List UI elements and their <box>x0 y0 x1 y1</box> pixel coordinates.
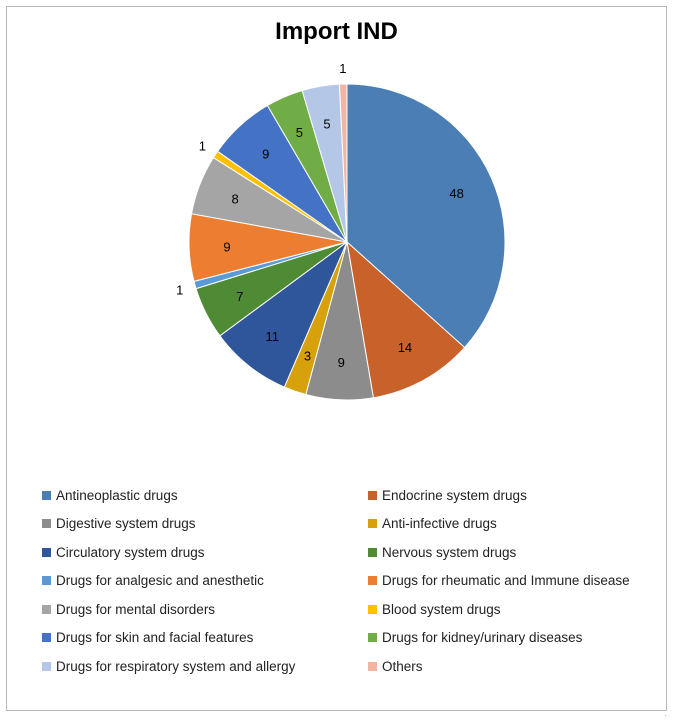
legend-item: Blood system drugs <box>368 599 501 619</box>
legend-item: Drugs for respiratory system and allergy <box>42 656 295 676</box>
legend-item: Endocrine system drugs <box>368 485 527 505</box>
pie-slice-14 <box>338 83 348 243</box>
legend-swatch <box>42 633 51 642</box>
legend-swatch <box>368 604 377 614</box>
slice-value-label: 1 <box>176 282 183 297</box>
legend-swatch <box>368 633 377 642</box>
legend-item: Drugs for analgesic and anesthetic <box>42 571 264 591</box>
slice-value-label: 9 <box>223 239 230 254</box>
slice-value-label: 9 <box>338 355 345 370</box>
slice-value-label: 1 <box>199 139 206 154</box>
slice-value-label: 9 <box>262 147 269 162</box>
pie-slice-2 <box>346 240 466 399</box>
legend-swatch <box>42 519 51 528</box>
legend-label: Drugs for mental disorders <box>56 601 216 617</box>
legend-swatch <box>368 519 377 528</box>
legend-label: Drugs for respiratory system and allergy <box>56 658 296 674</box>
legend-swatch <box>42 576 51 585</box>
legend-swatch <box>42 661 51 671</box>
legend-label: Antineoplastic drugs <box>56 487 178 503</box>
legend-label: Digestive system drugs <box>56 516 196 531</box>
slice-value-label: 5 <box>323 117 330 132</box>
legend-label: Others <box>382 658 423 674</box>
legend-swatch <box>368 576 377 585</box>
legend-swatch <box>368 547 377 557</box>
legend-item: Digestive system drugs <box>42 514 196 534</box>
legend-item: Drugs for mental disorders <box>42 599 215 619</box>
slice-value-label: 8 <box>232 191 239 206</box>
slice-value-label: 14 <box>398 340 412 355</box>
legend-item: Others <box>368 656 423 676</box>
legend-label: Blood system drugs <box>382 601 501 617</box>
legend-item: Anti-infective drugs <box>368 514 497 534</box>
pie-slice-1 <box>346 83 506 349</box>
chart-title: Import IND <box>275 18 398 45</box>
legend-label: Drugs for analgesic and anesthetic <box>56 573 264 588</box>
legend-label: Drugs for kidney/urinary diseases <box>382 630 583 645</box>
legend-swatch <box>42 604 51 614</box>
legend-swatch <box>368 661 377 671</box>
slice-value-label: 11 <box>266 329 280 344</box>
legend-label: Circulatory system drugs <box>56 544 205 560</box>
legend-item: Drugs for skin and facial features <box>42 628 253 648</box>
legend-label: Anti-infective drugs <box>382 516 497 531</box>
legend-item: Antineoplastic drugs <box>42 485 178 505</box>
legend-label: Drugs for skin and facial features <box>56 630 254 645</box>
legend-label: Endocrine system drugs <box>382 487 527 503</box>
legend-item: Nervous system drugs <box>368 542 516 562</box>
legend-item: Drugs for rheumatic and Immune disease <box>368 571 630 591</box>
slice-value-label: 48 <box>449 186 463 201</box>
legend-swatch <box>368 490 377 500</box>
legend-item: Drugs for kidney/urinary diseases <box>368 628 582 648</box>
slice-value-label: 1 <box>339 61 346 76</box>
slice-value-label: 7 <box>236 289 243 304</box>
legend-label: Drugs for rheumatic and Immune disease <box>382 573 630 588</box>
legend-label: Nervous system drugs <box>382 544 517 560</box>
slice-value-label: 3 <box>304 348 311 363</box>
legend-swatch <box>42 547 51 557</box>
resize-handle-icon: · <box>664 711 667 720</box>
slice-value-label: 5 <box>296 125 303 140</box>
legend-swatch <box>42 490 51 500</box>
legend-item: Circulatory system drugs <box>42 542 205 562</box>
